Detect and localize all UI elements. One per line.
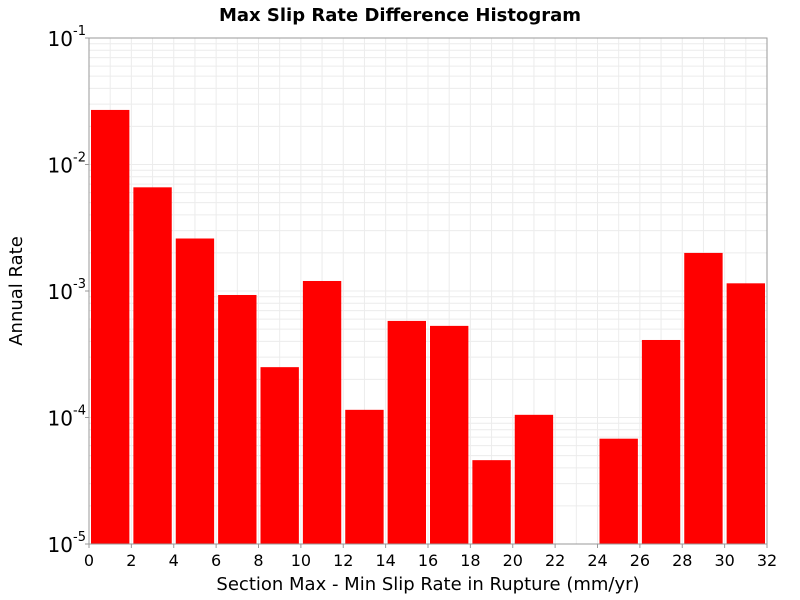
y-tick-label-exponent: -4 — [73, 404, 86, 419]
histogram-bar — [472, 460, 511, 544]
x-tick-label: 20 — [503, 551, 523, 570]
y-tick-label-base: 10 — [48, 533, 73, 557]
histogram-bar — [684, 252, 723, 544]
x-tick-label: 18 — [460, 551, 480, 570]
x-tick-label: 4 — [169, 551, 179, 570]
x-tick-label: 26 — [630, 551, 650, 570]
x-tick-label: 8 — [253, 551, 263, 570]
histogram-bar — [726, 283, 765, 544]
x-tick-label: 12 — [333, 551, 353, 570]
histogram-bar — [91, 109, 130, 544]
x-axis-label: Section Max - Min Slip Rate in Rupture (… — [216, 574, 639, 595]
histogram-bar — [599, 438, 638, 544]
x-tick-label: 14 — [375, 551, 395, 570]
histogram-bar — [345, 409, 384, 544]
y-tick-label-exponent: -2 — [73, 151, 86, 166]
y-tick-label-exponent: -1 — [73, 24, 86, 39]
histogram-bar — [641, 339, 681, 544]
y-tick-label-base: 10 — [48, 407, 73, 431]
histogram-bar — [387, 320, 426, 544]
x-tick-label: 2 — [126, 551, 136, 570]
y-tick-label-exponent: -3 — [73, 277, 86, 292]
histogram-bar — [514, 414, 554, 544]
y-axis-label: Annual Rate — [6, 236, 27, 346]
x-tick-label: 6 — [211, 551, 221, 570]
x-tick-label: 24 — [587, 551, 607, 570]
chart-title: Max Slip Rate Difference Histogram — [219, 5, 581, 26]
x-tick-label: 0 — [84, 551, 94, 570]
x-tick-label: 10 — [291, 551, 311, 570]
y-axis-ticks: 10-110-210-310-410-5 — [48, 24, 89, 557]
x-tick-label: 16 — [418, 551, 438, 570]
histogram-bar — [133, 187, 172, 544]
y-tick-label-base: 10 — [48, 280, 73, 304]
x-tick-label: 30 — [714, 551, 734, 570]
x-tick-label: 32 — [757, 551, 777, 570]
x-tick-label: 28 — [672, 551, 692, 570]
histogram-bar — [175, 238, 215, 545]
histogram-bar — [218, 294, 257, 544]
histogram-bar — [260, 367, 299, 544]
y-tick-label-base: 10 — [48, 27, 73, 51]
x-axis-ticks: 0 2 4 6 8 10 12 14 16 18 20 22 24 26 28 30 32 — [84, 544, 777, 570]
y-tick-label-base: 10 — [48, 154, 73, 178]
x-tick-label: 22 — [545, 551, 565, 570]
y-tick-label-exponent: -5 — [73, 530, 86, 545]
histogram-bar — [430, 325, 469, 544]
histogram-bar — [302, 280, 342, 544]
bars — [91, 109, 765, 545]
